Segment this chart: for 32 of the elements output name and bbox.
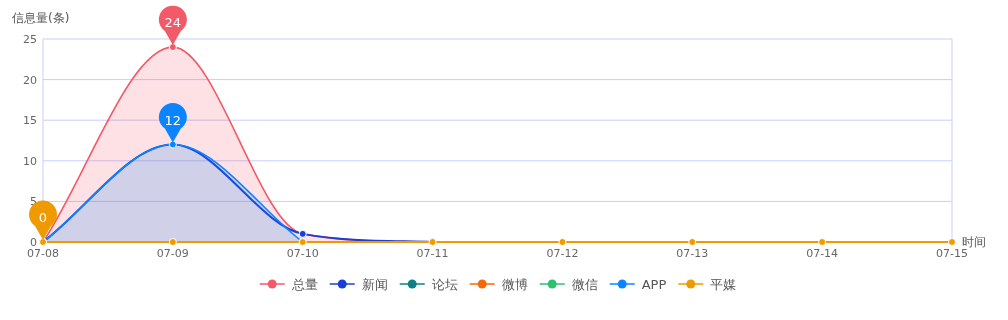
point [948,238,956,246]
data-label: 24 [164,15,182,31]
y-tick-label: 15 [23,114,37,128]
legend-label: APP [641,277,667,292]
point [558,238,567,246]
pin: 24 [158,5,187,46]
y-tick-label: 0 [30,236,37,249]
y-tick-label: 20 [23,73,37,87]
point [168,238,177,246]
legend-label: 微信 [571,277,598,292]
point [688,238,697,246]
x-tick-label: 07-15 [936,247,968,260]
x-tick-label: 07-11 [416,247,449,260]
legend-label: 总量 [290,277,318,292]
x-tick-label: 07-09 [156,247,189,260]
x-tick-label: 07-08 [27,247,59,260]
point [818,238,827,246]
legend-label: 平媒 [710,277,737,292]
y-axis-title: 信息量(条) [12,11,70,25]
legend-label: 微博 [501,277,528,292]
x-tick-label: 07-12 [546,247,579,260]
legend-label: 新闻 [361,277,388,292]
x-tick-label: 07-14 [806,247,839,260]
pin: 12 [158,103,187,143]
x-tick-label: 07-10 [286,247,319,260]
x-axis-title: 时间 [962,235,986,249]
x-tick-label: 07-13 [676,247,709,260]
legend-label: 论坛 [431,277,458,292]
data-label: 12 [164,112,182,128]
y-tick-label: 25 [23,33,37,46]
point [168,43,177,52]
y-tick-label: 10 [23,154,37,168]
